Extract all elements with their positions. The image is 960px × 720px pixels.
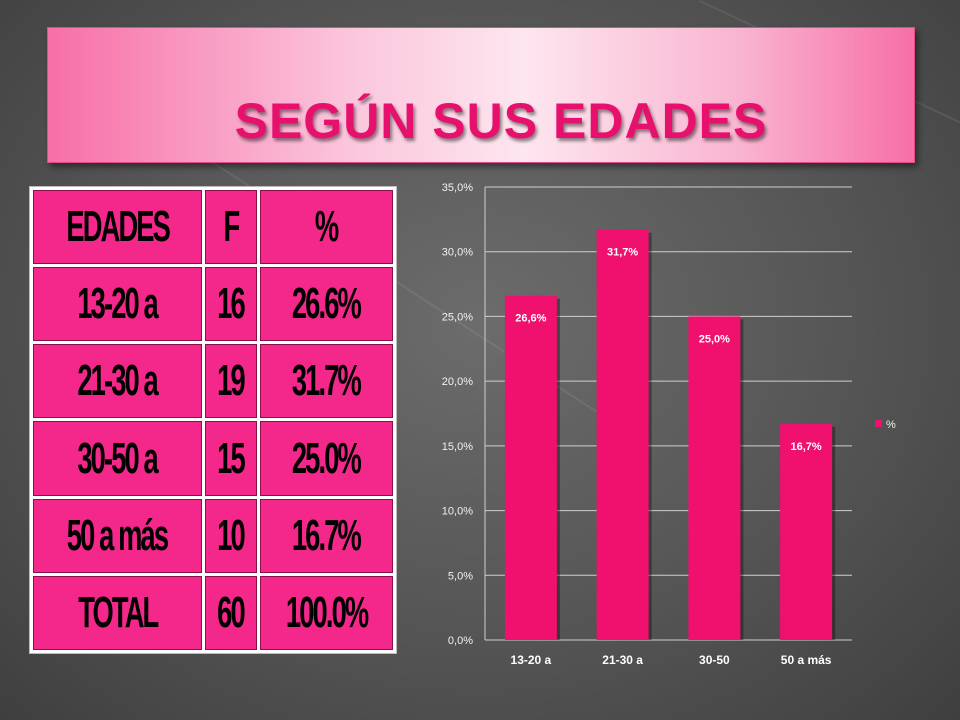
bar: [596, 229, 649, 640]
y-tick-label: 25,0%: [442, 311, 473, 323]
table-cell: 15: [204, 421, 257, 496]
data-label: 31,7%: [607, 247, 638, 259]
data-label: 25,0%: [699, 333, 730, 345]
page-title: SEGÚN SUS EDADES: [234, 93, 768, 149]
table-row: 50 a más 10 16.7%: [33, 498, 393, 573]
bar: [780, 423, 833, 640]
x-tick-label: 30-50: [699, 653, 730, 667]
age-table: EDADES F % 13-20 a 16 26.6% 21-30 a 19 3…: [29, 186, 397, 654]
table-cell: 31.7%: [259, 344, 393, 419]
legend-swatch: [875, 420, 882, 427]
y-tick-label: 15,0%: [442, 441, 473, 453]
bar: [504, 295, 557, 640]
table-cell: 100.0%: [259, 575, 393, 650]
y-tick-label: 20,0%: [442, 376, 473, 388]
title-banner: SEGÚN SUS EDADES: [47, 27, 915, 163]
table-row: 21-30 a 19 31.7%: [33, 344, 393, 419]
bar-chart: 0,0% 5,0% 10,0% 15,0% 20,0% 25,0% 30,0% 35,0% 26…: [410, 172, 950, 672]
x-tick-label: 50 a más: [781, 653, 832, 667]
table-header-cell: EDADES: [33, 190, 202, 265]
y-tick-label: 35,0%: [442, 182, 473, 194]
table-cell: 16.7%: [259, 498, 393, 573]
bar: [688, 316, 741, 640]
table-header-cell: %: [259, 190, 393, 265]
y-tick-label: 0,0%: [448, 635, 473, 647]
table-cell: 25.0%: [259, 421, 393, 496]
table-cell: TOTAL: [33, 575, 202, 650]
bar-chart-svg: 0,0% 5,0% 10,0% 15,0% 20,0% 25,0% 30,0% 35,0% 26…: [442, 182, 896, 667]
table-row: 30-50 a 15 25.0%: [33, 421, 393, 496]
table-header-row: EDADES F %: [33, 190, 393, 265]
data-label: 26,6%: [515, 313, 546, 325]
table-cell: 13-20 a: [33, 267, 202, 342]
table-cell: 30-50 a: [33, 421, 202, 496]
table-header-cell: F: [204, 190, 257, 265]
table-cell: 21-30 a: [33, 344, 202, 419]
legend-label: %: [886, 419, 896, 431]
data-label: 16,7%: [791, 441, 822, 453]
table-cell: 50 a más: [33, 498, 202, 573]
y-tick-label: 5,0%: [448, 570, 473, 582]
x-tick-label: 21-30 a: [602, 653, 643, 667]
y-tick-label: 10,0%: [442, 506, 473, 518]
table-row: TOTAL 60 100.0%: [33, 575, 393, 650]
table-cell: 16: [204, 267, 257, 342]
y-tick-label: 30,0%: [442, 247, 473, 259]
table-cell: 10: [204, 498, 257, 573]
table-cell: 60: [204, 575, 257, 650]
table-cell: 26.6%: [259, 267, 393, 342]
x-tick-label: 13-20 a: [511, 653, 552, 667]
table-cell: 19: [204, 344, 257, 419]
table-row: 13-20 a 16 26.6%: [33, 267, 393, 342]
